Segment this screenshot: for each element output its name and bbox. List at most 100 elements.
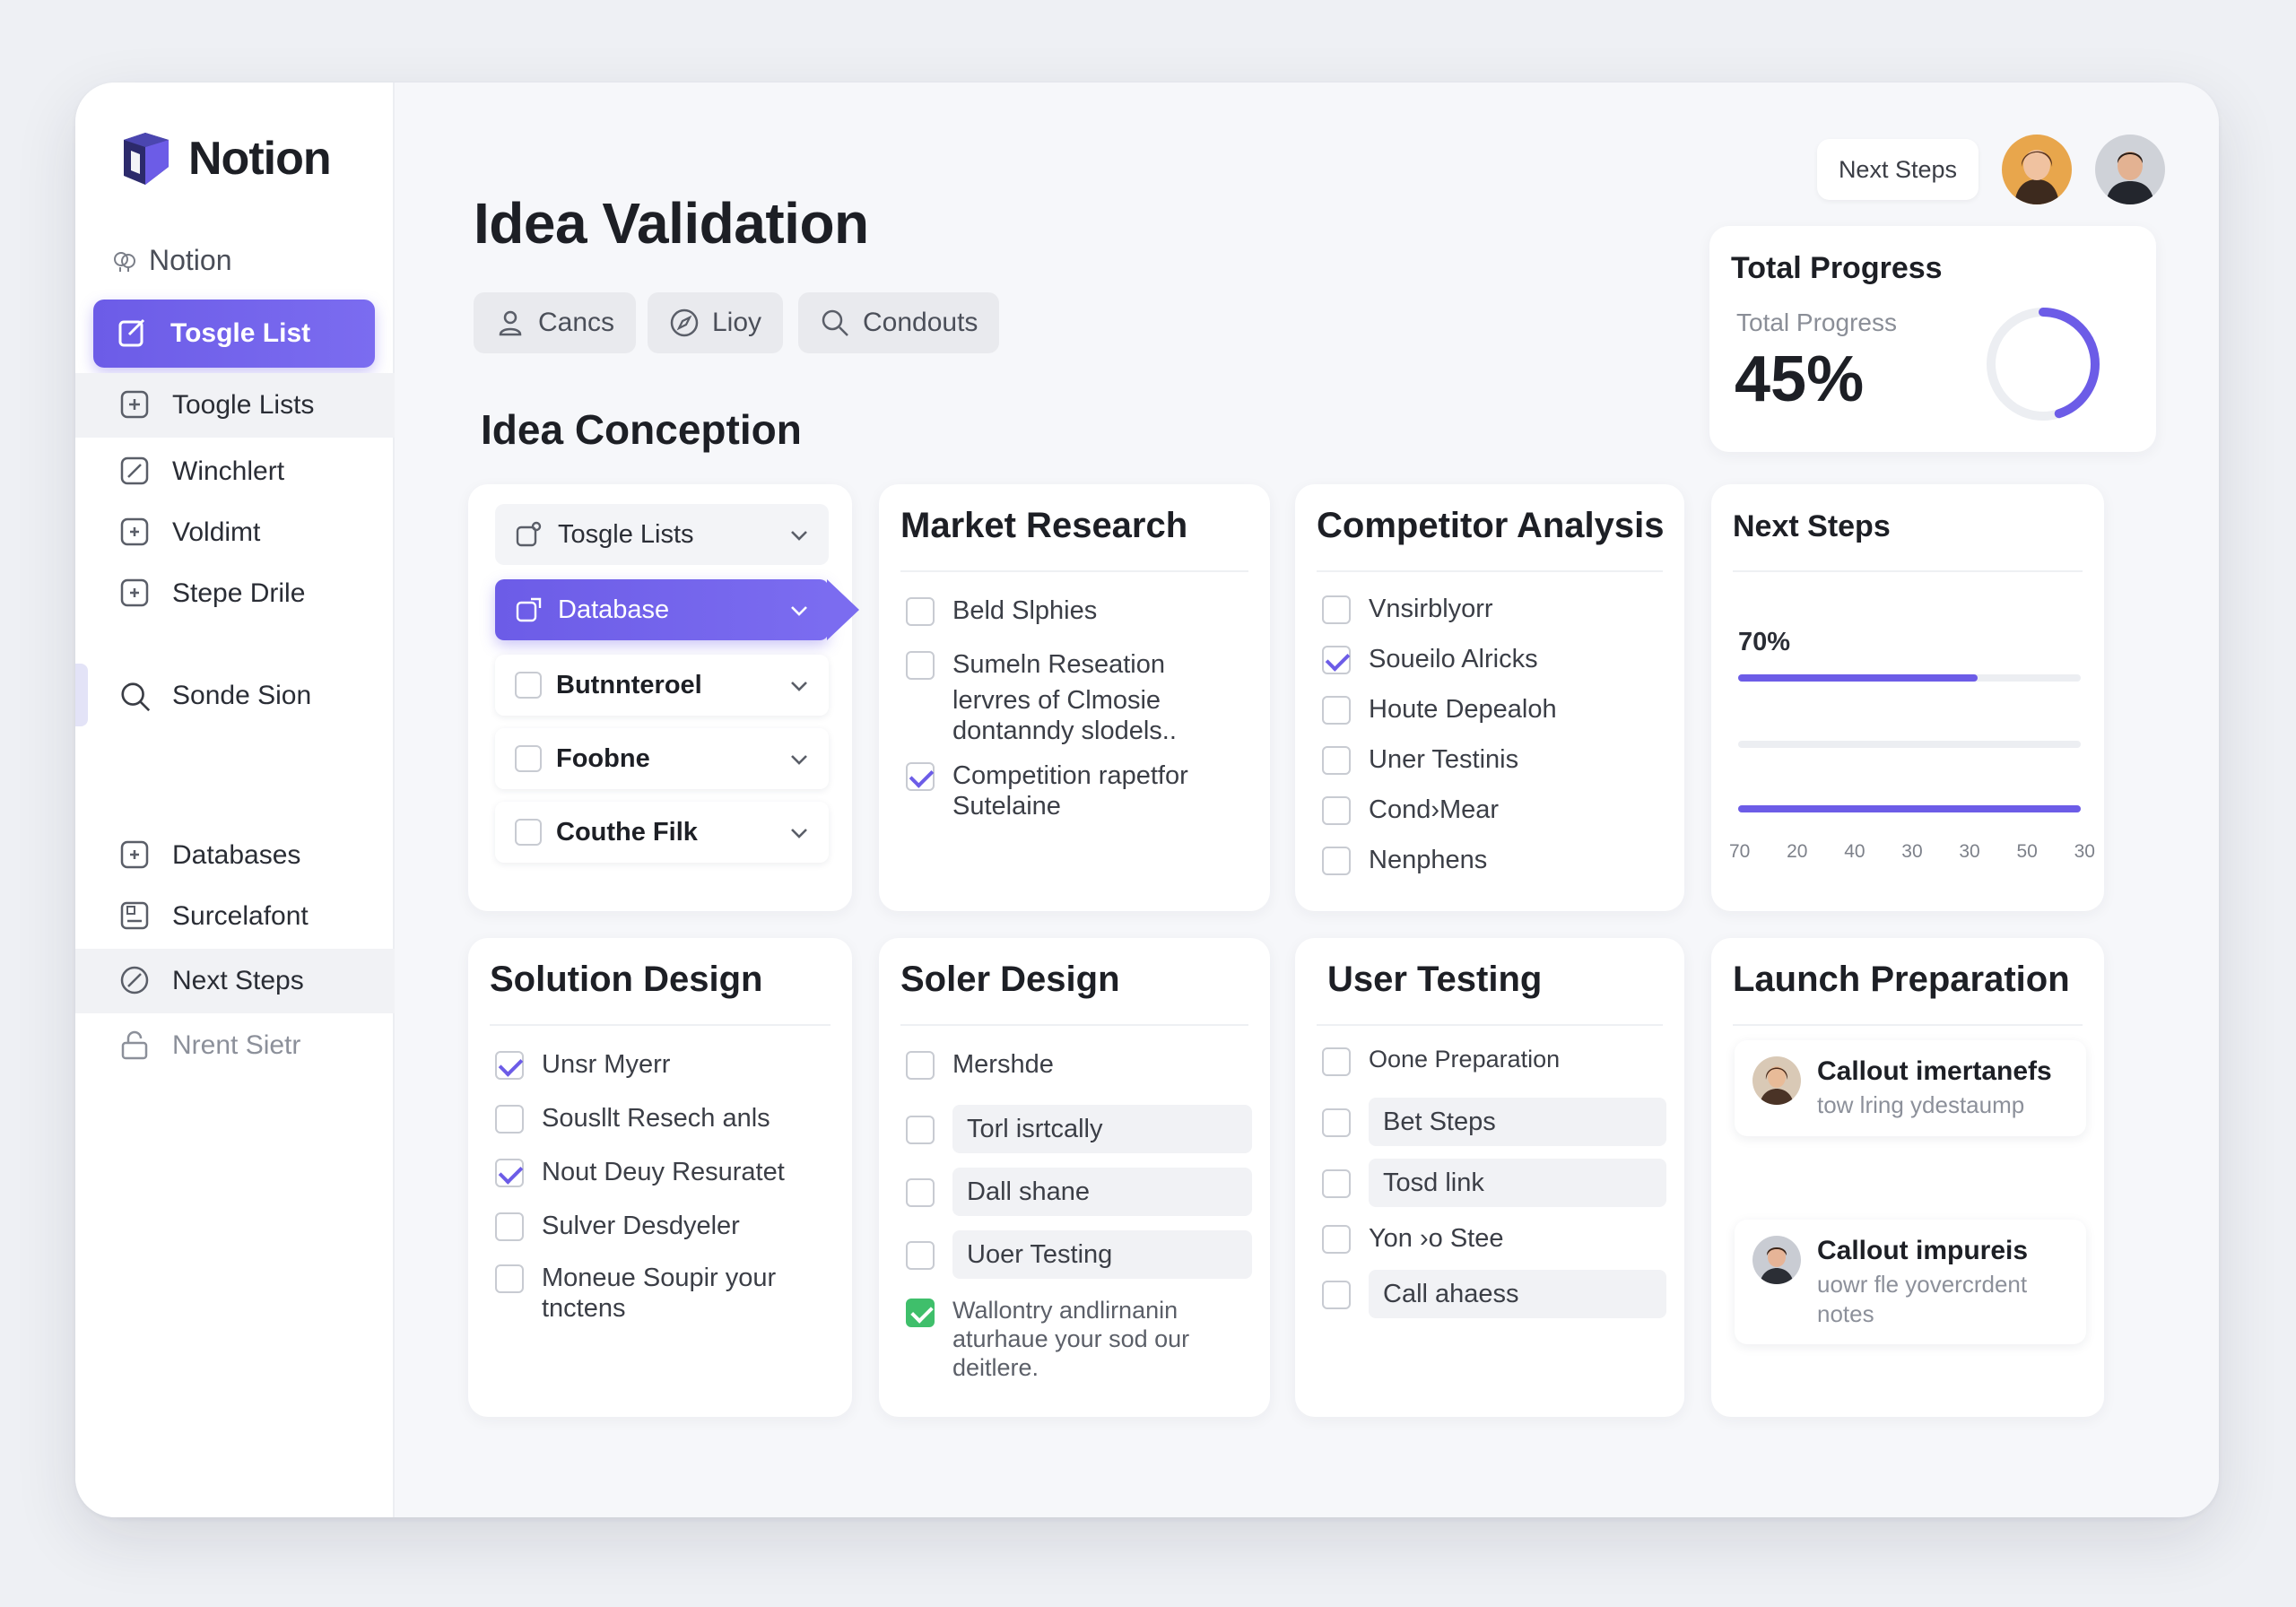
toggle-item-database[interactable]: Database [495,579,859,640]
checklist-item[interactable]: Yon ›o Stee [1322,1223,1666,1254]
checkbox[interactable] [495,1105,524,1134]
card-title: Total Progress [1731,251,1943,285]
checkbox-checked-green[interactable] [906,1299,935,1327]
item-field[interactable]: Tosd link [1369,1159,1666,1208]
item-field[interactable]: Torl isrtcally [952,1105,1252,1154]
callout[interactable]: Callout imertanefs tow lring ydestaump [1735,1040,2086,1136]
sidebar-item-sonde-sion[interactable]: Sonde Sion [75,664,395,728]
checkbox[interactable] [1322,746,1351,775]
chip-lioy[interactable]: Lioy [648,292,784,353]
checkbox-checked[interactable] [1322,646,1351,674]
checklist-item[interactable]: Wallontry andlirnanin aturhaue your sod … [906,1297,1252,1383]
checklist-item[interactable]: Sulver Desdyeler [495,1211,834,1241]
sidebar-item-label: Databases [172,840,301,870]
checkbox[interactable] [1322,595,1351,624]
checklist-item[interactable]: Moneue Soupir your tnctens [495,1263,816,1324]
checklist-item[interactable]: Houte Depealoh [1322,694,1666,725]
checkbox-checked[interactable] [495,1159,524,1187]
sidebar-item-toogle-lists[interactable]: Toogle Lists [75,373,395,438]
toggle-item[interactable]: Couthe Filk [495,802,829,863]
chip-condouts[interactable]: Condouts [798,292,1000,353]
edit-box-icon [117,317,151,351]
toggle-item[interactable]: Butnnteroel [495,655,829,716]
sidebar-item-label: Surcelafont [172,901,309,931]
checklist-item[interactable]: Mershde [906,1049,1252,1080]
checklist-item[interactable]: Call ahaess [1322,1270,1666,1319]
chevron-down-icon [791,531,807,541]
checklist-item[interactable]: Torl isrtcally [906,1105,1252,1154]
checkbox[interactable] [906,1178,935,1207]
checkbox[interactable] [1322,847,1351,875]
checkbox[interactable] [1322,1108,1351,1137]
checklist-item[interactable]: Uner Testinis [1322,744,1666,775]
item-label: Soueilo Alricks [1369,645,1538,673]
checklist-item[interactable]: Nenphens [1322,845,1666,875]
next-steps-button[interactable]: Next Steps [1816,139,1979,200]
item-label: Yon ›o Stee [1369,1224,1504,1253]
avatar[interactable] [2002,135,2072,204]
checkbox[interactable] [515,745,542,772]
toggle-item[interactable]: Foobne [495,728,829,789]
notion-logo-icon [124,133,169,185]
divider [900,1024,1248,1026]
checkbox[interactable] [906,1241,935,1270]
checkbox[interactable] [515,672,542,699]
sidebar-item-voldimt[interactable]: Voldimt [75,500,395,565]
item-field[interactable]: Bet Steps [1369,1098,1666,1147]
checkbox[interactable] [1322,696,1351,725]
workspace-switcher[interactable]: Notion [111,244,232,277]
checkbox-checked[interactable] [495,1051,524,1080]
sidebar-item-tosgle-list[interactable]: Tosgle List [93,300,375,368]
checklist-item[interactable]: Uoer Testing [906,1230,1252,1280]
checkbox[interactable] [906,1116,935,1144]
sidebar-item-surcelafont[interactable]: Surcelafont [75,884,395,949]
checkbox[interactable] [495,1212,524,1241]
checklist-item[interactable]: Cond›Mear [1322,795,1666,825]
sidebar-item-next-steps[interactable]: Next Steps [75,949,395,1013]
toggle-item-label: Butnnteroel [556,670,702,699]
item-label: Sulver Desdyeler [542,1212,740,1240]
checkbox[interactable] [495,1264,524,1293]
checkbox[interactable] [1322,1169,1351,1198]
brand[interactable]: Notion [118,131,332,187]
avatar[interactable] [2095,135,2165,204]
toggle-item[interactable]: Tosgle Lists [495,504,829,565]
callout[interactable]: Callout impureis uowr fle yovercrdent no… [1735,1220,2086,1344]
checkbox[interactable] [1322,1047,1351,1076]
sidebar-item-label: Sonde Sion [172,681,312,710]
save-box-icon [118,899,152,934]
checklist-item[interactable]: Dall shane [906,1168,1252,1217]
checkbox[interactable] [906,597,935,626]
item-label: Uner Testinis [1369,745,1519,774]
chip-cancs[interactable]: Cancs [474,292,637,353]
item-field[interactable]: Uoer Testing [952,1230,1252,1280]
checkbox[interactable] [1322,1225,1351,1254]
progress-bar [1738,674,2081,682]
sidebar-item-label: Toogle Lists [172,390,315,420]
checklist-item[interactable]: Tosd link [1322,1159,1666,1208]
sidebar-item-databases[interactable]: Databases [75,823,395,888]
axis-tick: 40 [1844,841,1866,862]
checkbox[interactable] [906,1051,935,1080]
sidebar-item-nrent-sietr[interactable]: Nrent Sietr [75,1013,395,1078]
chevron-down-icon [791,606,807,616]
checklist-item[interactable]: Competition rapetfor Sutelaine [906,760,1252,821]
checklist-item[interactable]: Sousllt Resech anls [495,1103,834,1134]
checklist-item[interactable]: Beld Slphies [906,595,1252,626]
checklist-item[interactable]: Unsr Myerr [495,1049,834,1080]
checklist-item[interactable]: Soueilo Alricks [1322,644,1666,674]
checkbox[interactable] [1322,1281,1351,1309]
checklist-item[interactable]: Bet Steps [1322,1098,1666,1147]
checklist-item[interactable]: Vnsirblyorr [1322,594,1666,624]
checklist-item[interactable]: Nout Deuy Resuratet [495,1157,834,1187]
checklist-item[interactable]: Oone Preparation [1322,1046,1666,1076]
item-field[interactable]: Dall shane [952,1168,1252,1217]
checkbox[interactable] [906,651,935,680]
checklist-item[interactable]: Sumeln Reseation [906,649,1252,680]
sidebar-item-stepe-drile[interactable]: Stepe Drile [75,561,395,626]
item-field[interactable]: Call ahaess [1369,1270,1666,1319]
checkbox-checked[interactable] [906,762,935,791]
checkbox[interactable] [515,819,542,846]
checkbox[interactable] [1322,796,1351,825]
sidebar-item-winchlert[interactable]: Winchlert [75,439,395,504]
